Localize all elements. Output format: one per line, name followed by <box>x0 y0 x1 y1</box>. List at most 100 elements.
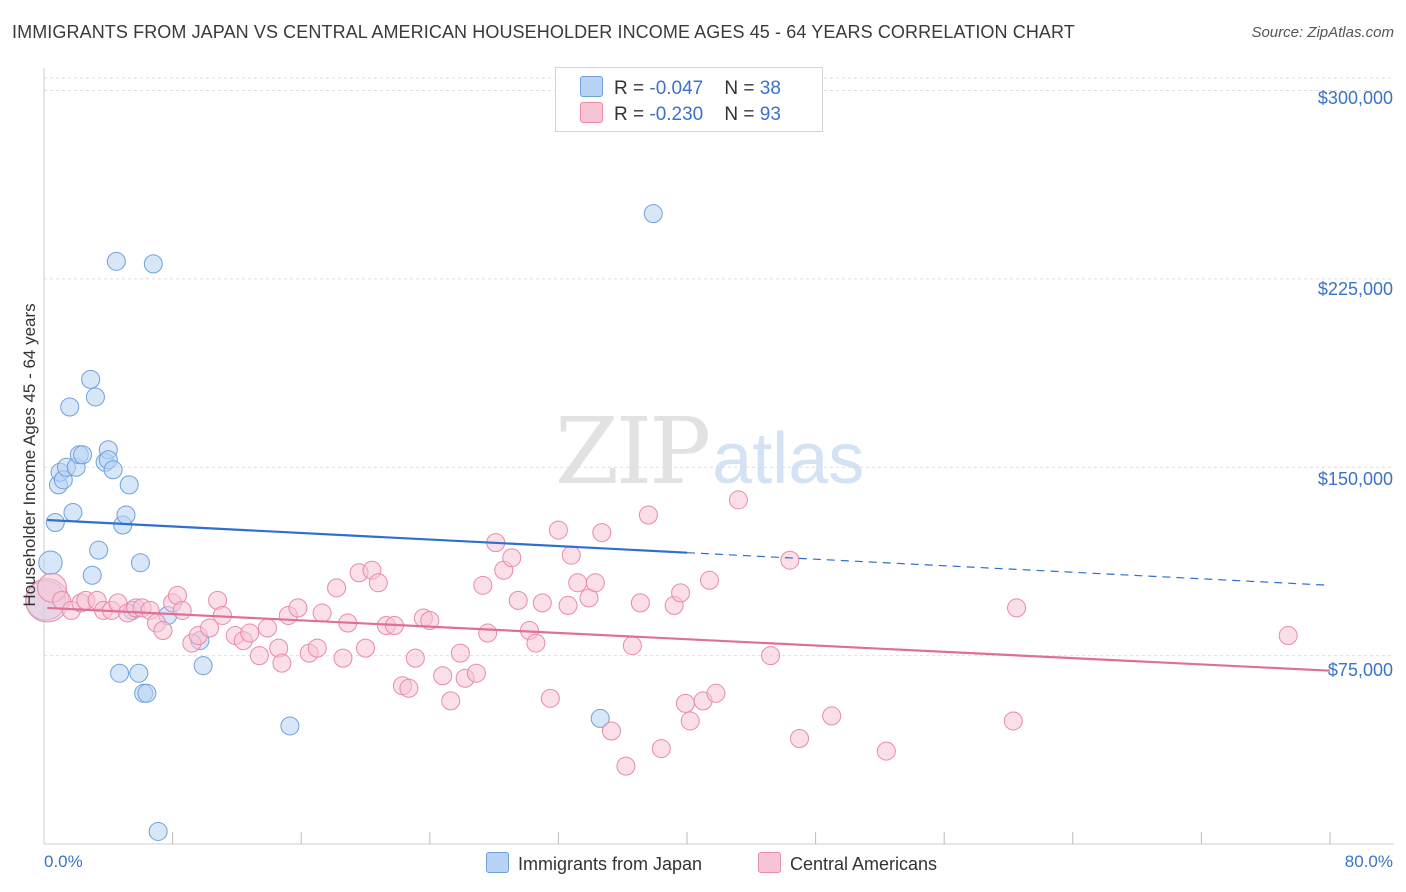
chart-title: IMMIGRANTS FROM JAPAN VS CENTRAL AMERICA… <box>12 22 1075 42</box>
point-japan-36 <box>590 708 610 728</box>
legend-row-japan: R = -0.047 N = 38 <box>580 76 781 100</box>
point-central-americans-59 <box>502 548 522 568</box>
source-credit: Source: ZipAtlas.com <box>1251 24 1394 41</box>
point-japan-20 <box>106 251 126 271</box>
y-tick-label-225000: $225,000 <box>1317 279 1393 299</box>
point-japan-12 <box>81 369 101 389</box>
x-tick-label-min: 0.0% <box>44 852 83 871</box>
point-central-americans-89 <box>822 706 842 726</box>
point-japan-14 <box>85 387 105 407</box>
legend-r-value-central-americans: -0.230 <box>649 104 704 125</box>
point-central-americans-72 <box>601 721 621 741</box>
point-central-americans-37 <box>333 648 353 668</box>
point-central-americans-60 <box>508 590 528 610</box>
point-central-americans-90 <box>876 741 896 761</box>
point-japan-31 <box>148 821 168 841</box>
point-central-americans-87 <box>780 550 800 570</box>
point-central-americans-67 <box>561 545 581 565</box>
point-central-americans-71 <box>592 523 612 543</box>
bottom-legend-central-americans[interactable]: Central Americans <box>758 852 937 875</box>
point-central-americans-93 <box>1278 626 1298 646</box>
point-central-americans-83 <box>700 570 720 590</box>
point-central-americans-28 <box>257 618 277 638</box>
point-japan-34 <box>193 656 213 676</box>
point-central-americans-55 <box>473 575 493 595</box>
legend-r-label: R = <box>614 104 650 125</box>
point-central-americans-36 <box>327 578 347 598</box>
point-central-americans-76 <box>638 505 658 525</box>
legend-r-value-japan: -0.047 <box>649 78 704 99</box>
bottom-legend-swatch-japan <box>486 852 509 873</box>
point-japan-22 <box>116 505 136 525</box>
point-central-americans-27 <box>249 646 269 666</box>
point-central-americans-52 <box>450 643 470 663</box>
point-central-americans-79 <box>671 583 691 603</box>
point-central-americans-63 <box>532 593 552 613</box>
bottom-legend-swatch-central-americans <box>758 852 781 873</box>
point-central-americans-35 <box>312 603 332 623</box>
legend-row-central-americans: R = -0.230 N = 93 <box>580 102 781 126</box>
point-japan-19 <box>103 460 123 480</box>
point-japan-23 <box>119 475 139 495</box>
point-central-americans-47 <box>405 648 425 668</box>
point-central-americans-62 <box>526 633 546 653</box>
point-japan-30 <box>143 254 163 274</box>
point-central-americans-50 <box>433 666 453 686</box>
point-central-americans-70 <box>585 573 605 593</box>
point-japan-25 <box>110 663 130 683</box>
point-japan-15 <box>89 540 109 560</box>
point-japan-8 <box>63 502 83 522</box>
point-central-americans-40 <box>356 638 375 658</box>
y-tick-label-150000: $150,000 <box>1317 469 1393 489</box>
point-central-americans-32 <box>288 598 308 618</box>
point-central-americans-81 <box>680 711 700 731</box>
x-tick-label-max: 80.0% <box>1344 852 1393 871</box>
point-japan-29 <box>137 683 157 703</box>
point-central-americans-92 <box>1003 711 1023 731</box>
legend-n-label: N = <box>724 104 760 125</box>
y-axis-label: Householder Income Ages 45 - 64 years <box>20 303 39 607</box>
point-central-americans-80 <box>675 693 695 713</box>
legend-swatch-central-americans <box>580 102 603 123</box>
point-central-americans-49 <box>420 610 440 630</box>
y-tick-label-300000: $300,000 <box>1317 88 1393 108</box>
point-central-americans-21 <box>200 618 220 638</box>
point-central-americans-86 <box>761 646 781 666</box>
trend-line-central-americans <box>47 606 1331 672</box>
point-central-americans-46 <box>399 678 419 698</box>
point-central-americans-91 <box>1007 598 1027 618</box>
point-central-americans-65 <box>548 520 568 540</box>
legend-n-value-japan: 38 <box>759 78 781 99</box>
legend-r-label: R = <box>614 78 650 99</box>
point-central-americans-51 <box>441 691 461 711</box>
point-central-americans-56 <box>478 623 498 643</box>
point-central-americans-74 <box>622 636 642 656</box>
y-tick-label-75000: $75,000 <box>1327 660 1393 680</box>
point-central-americans-68 <box>568 573 588 593</box>
bottom-legend-japan[interactable]: Immigrants from Japan <box>486 852 702 875</box>
legend-swatch-japan <box>580 76 603 97</box>
point-central-americans-30 <box>272 653 292 673</box>
point-central-americans-54 <box>466 663 486 683</box>
point-japan-27 <box>130 553 150 573</box>
point-central-americans-18 <box>172 600 192 620</box>
point-japan-7 <box>60 397 80 417</box>
trend-line-japan-extension <box>686 552 1331 586</box>
point-japan-35 <box>280 716 300 736</box>
legend-n-label: N = <box>724 78 760 99</box>
correlation-legend: R = -0.047 N = 38 R = -0.230 N = 93 <box>555 67 823 132</box>
point-japan-1 <box>38 550 63 575</box>
point-central-americans-15 <box>153 621 173 641</box>
bottom-legend-label-japan: Immigrants from Japan <box>518 854 703 874</box>
point-central-americans-64 <box>540 688 560 708</box>
legend-n-value-central-americans: 93 <box>759 104 781 125</box>
trend-line-japan <box>47 518 688 554</box>
point-central-americans-75 <box>630 593 650 613</box>
point-central-americans-42 <box>368 573 388 593</box>
point-central-americans-84 <box>706 683 726 703</box>
point-japan-11 <box>73 445 93 465</box>
point-japan-37 <box>643 204 663 224</box>
point-central-americans-88 <box>790 729 810 749</box>
point-central-americans-26 <box>240 623 260 643</box>
